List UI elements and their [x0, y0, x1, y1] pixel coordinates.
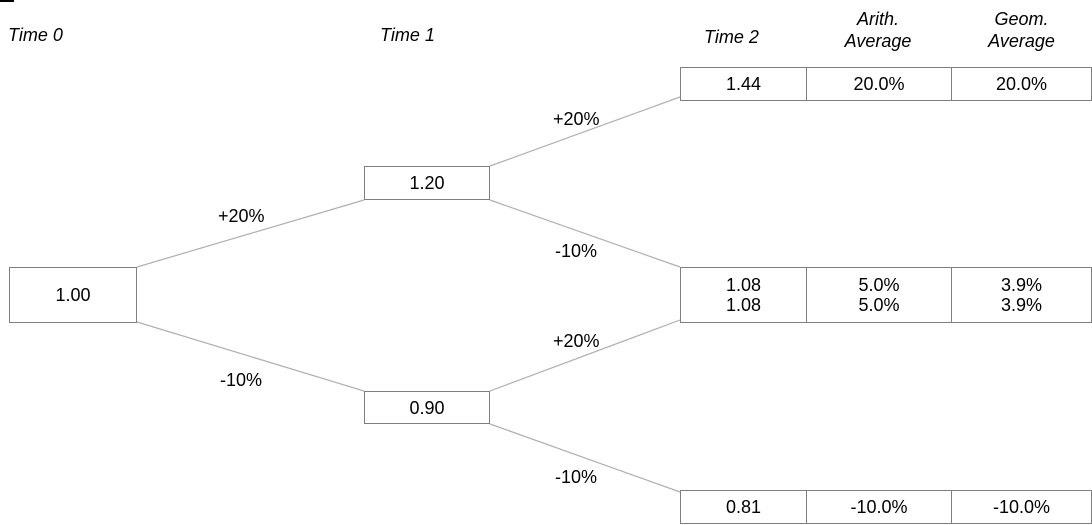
- outcome-2-3-arith-cell: 5.0% 5.0%: [806, 267, 952, 323]
- outcome-2-geom: 3.9%: [1000, 275, 1043, 295]
- outcome-4-value: 0.81: [680, 490, 807, 524]
- connector-up-up: [489, 96, 681, 167]
- connector-t0-up: [136, 199, 365, 268]
- connector-down-down: [489, 423, 681, 493]
- header-geom-average: Geom. Average: [953, 8, 1090, 52]
- edge-label-up-down: -10%: [555, 241, 598, 261]
- outcome-2-arith: 5.0%: [858, 275, 900, 295]
- edge-label-t0-down: -10%: [220, 370, 263, 390]
- edge-label-down-up: +20%: [553, 331, 600, 351]
- outcome-1-geom: 20.0%: [951, 67, 1092, 101]
- outcome-4-geom: -10.0%: [951, 490, 1092, 524]
- header-arith-line1: Arith.: [856, 9, 899, 29]
- connector-down-up: [489, 319, 681, 392]
- connector-t0-down: [136, 321, 365, 392]
- outcome-2-3-geom-cell: 3.9% 3.9%: [951, 267, 1092, 323]
- connector-up-down: [489, 199, 681, 268]
- outcome-2-value: 1.08: [725, 275, 762, 295]
- outcome-1-arith: 20.0%: [806, 67, 952, 101]
- node-time-0: 1.00: [9, 267, 137, 323]
- node-time-1-down: 0.90: [364, 391, 490, 424]
- edge-label-up-up: +20%: [553, 109, 600, 129]
- corner-mark: [0, 0, 14, 2]
- header-arith-line2: Average: [844, 31, 912, 51]
- header-arith-average: Arith. Average: [808, 8, 948, 52]
- node-time-1-up: 1.20: [364, 166, 490, 200]
- outcome-3-value: 1.08: [725, 295, 762, 315]
- edge-label-down-down: -10%: [555, 467, 598, 487]
- outcome-4-arith: -10.0%: [806, 490, 952, 524]
- header-time-0: Time 0: [8, 25, 63, 45]
- header-geom-line2: Average: [988, 31, 1055, 51]
- outcome-3-geom: 3.9%: [1000, 295, 1043, 315]
- header-time-2: Time 2: [704, 27, 759, 47]
- edge-label-t0-up: +20%: [218, 206, 265, 226]
- outcome-1-value: 1.44: [680, 67, 807, 101]
- header-time-1: Time 1: [380, 25, 435, 45]
- outcome-2-3-value-cell: 1.08 1.08: [680, 267, 807, 323]
- outcome-3-arith: 5.0%: [858, 295, 900, 315]
- header-geom-line1: Geom.: [994, 9, 1049, 29]
